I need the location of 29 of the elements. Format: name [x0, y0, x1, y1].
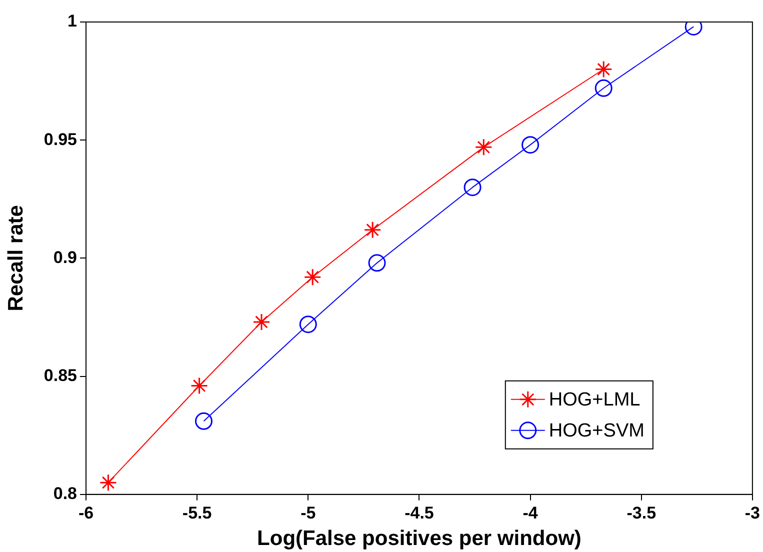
x-tick-label: -4.5	[404, 503, 434, 522]
y-tick-label: 0.95	[44, 130, 77, 149]
point	[522, 136, 540, 154]
point	[299, 316, 317, 334]
y-tick-label: 0.8	[53, 484, 77, 504]
point	[194, 412, 212, 430]
y-tick-label: 1	[68, 12, 77, 31]
point	[594, 79, 612, 97]
point	[304, 268, 322, 286]
point	[464, 178, 482, 196]
point	[368, 254, 386, 272]
y-axis-title: Recall rate	[4, 205, 28, 312]
x-tick-label: -5.5	[182, 503, 212, 522]
point	[364, 221, 382, 239]
x-tick-label: -3	[744, 503, 760, 522]
y-tick-label: 0.85	[44, 366, 77, 385]
x-axis-title: Log(False positives per window)	[257, 527, 582, 550]
x-tick-label: -5	[300, 503, 316, 522]
x-tick-label: -6	[78, 503, 94, 522]
point	[474, 138, 492, 156]
x-tick-label: -3.5	[626, 503, 656, 522]
x-tick-label: -4	[522, 503, 538, 522]
legend-label: HOG+SVM	[548, 420, 644, 442]
point	[594, 60, 612, 78]
point	[252, 313, 270, 331]
legend-label: HOG+LML	[548, 390, 640, 411]
point	[99, 474, 117, 492]
point	[190, 377, 208, 394]
y-tick-label: 0.9	[53, 248, 77, 267]
